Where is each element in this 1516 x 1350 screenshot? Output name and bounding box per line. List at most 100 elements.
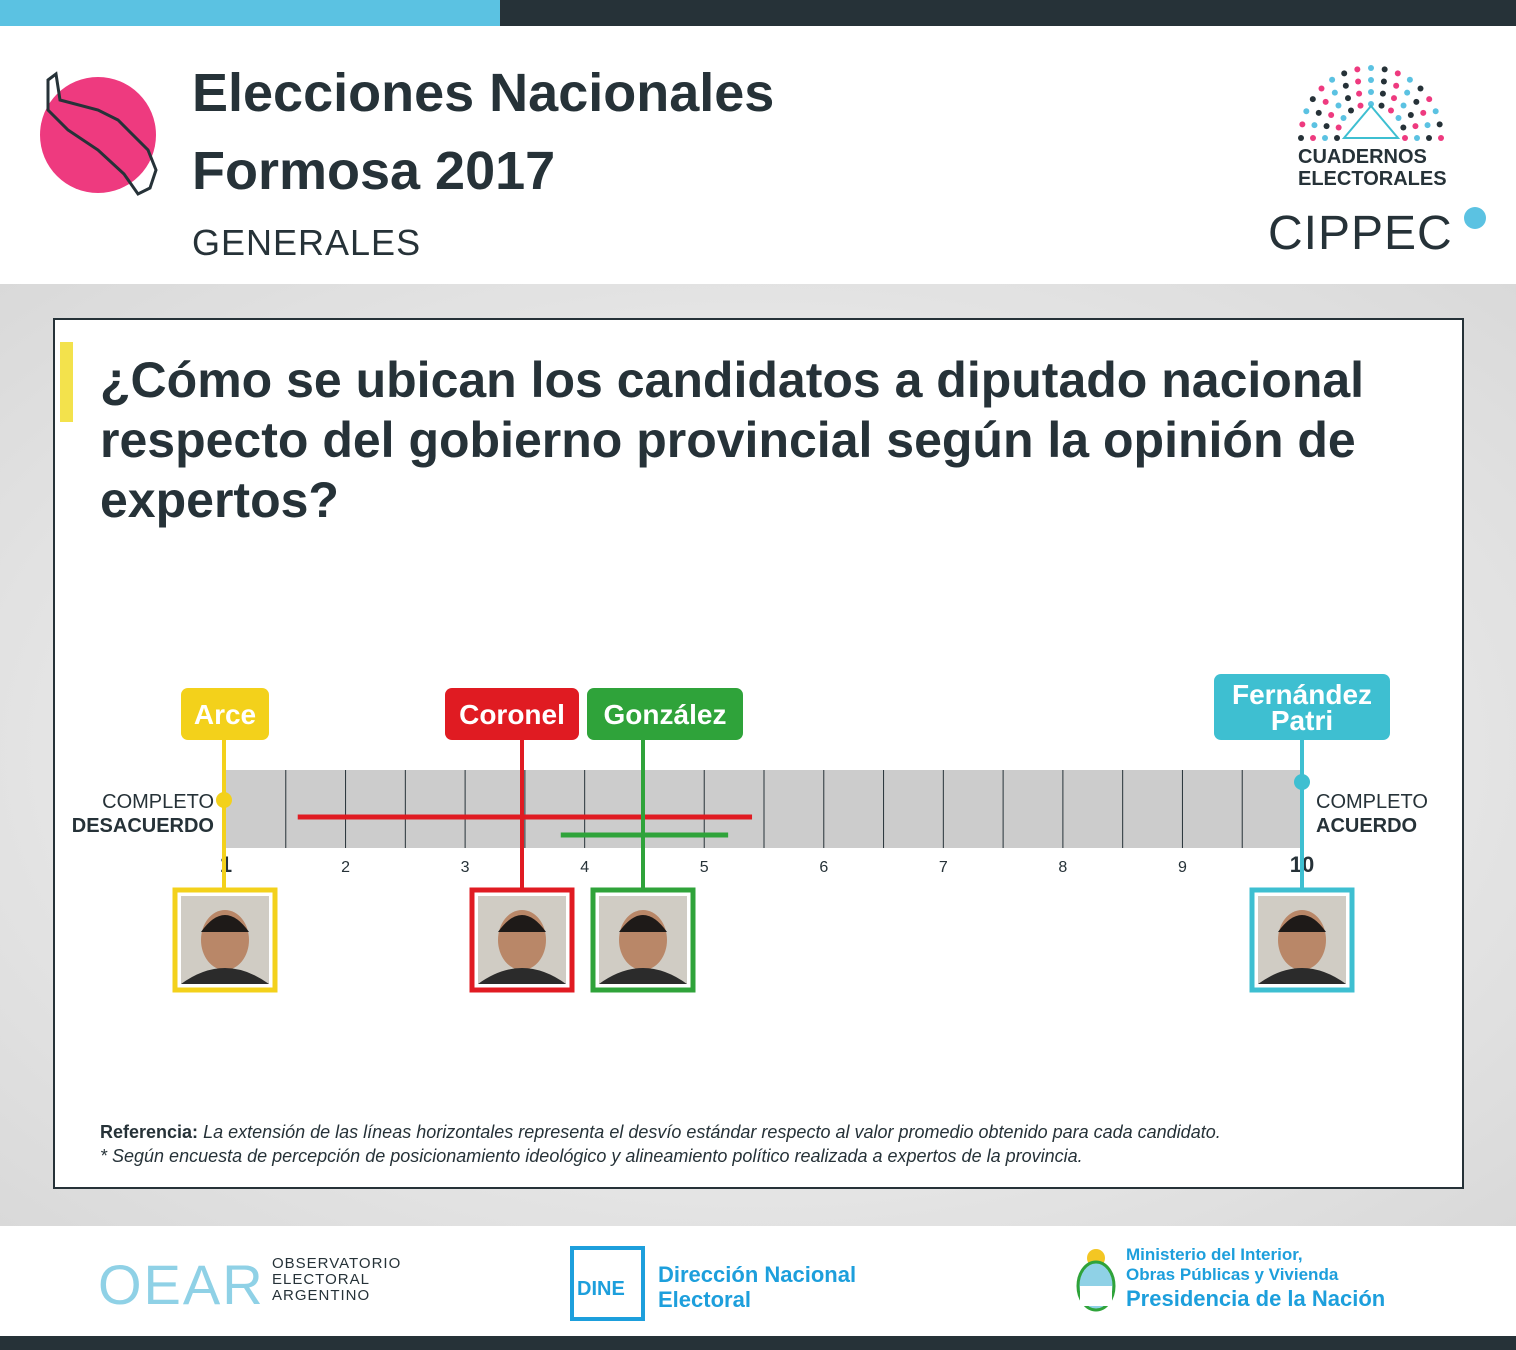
logo-dot [1412, 123, 1419, 130]
logo-dot [1380, 78, 1387, 85]
logo-dot [1315, 109, 1322, 116]
logo-dot [1322, 135, 1328, 141]
logo-dot [1328, 112, 1335, 118]
logo-dot [1348, 107, 1355, 114]
logo-dot [1424, 122, 1431, 129]
tick-label: 8 [1058, 859, 1067, 876]
logo-dot [1438, 135, 1444, 141]
brand-cippec: CIPPEC [1268, 207, 1453, 260]
brand-cuadernos: CUADERNOS ELECTORALES [1298, 146, 1447, 190]
tick-label: 4 [580, 859, 589, 876]
logo-dot [1426, 135, 1432, 141]
dine-line2: Electoral [658, 1287, 751, 1312]
bottom-bar [0, 1336, 1516, 1350]
candidate-photo-hair [201, 915, 249, 932]
chart-question: ¿Cómo se ubican los candidatos a diputad… [100, 352, 1365, 528]
logo-dot [1400, 124, 1407, 131]
candidate-photo-hair [619, 915, 667, 932]
logo-dot [1340, 115, 1347, 122]
logo-dot [1329, 76, 1336, 83]
brand-line2: ELECTORALES [1298, 168, 1447, 190]
logo-dot [1342, 82, 1349, 89]
logo-dot [1322, 98, 1329, 105]
logo-dot [1378, 102, 1385, 109]
candidate-photo-shoulders [599, 968, 687, 984]
chart-card [53, 318, 1464, 1189]
parliament-logo-icon [1298, 65, 1444, 141]
reference-text: La extensión de las líneas horizontales … [203, 1122, 1221, 1142]
logo-dot [1426, 96, 1433, 103]
logo-dot [1368, 101, 1374, 107]
logo-dot [1402, 135, 1408, 141]
national-emblem-icon [1076, 1249, 1116, 1312]
dine-logo-box [570, 1246, 645, 1321]
ministry-line2: Obras Públicas y Vivienda [1126, 1265, 1339, 1284]
dine-logo: DINE [577, 1278, 625, 1300]
logo-dot [1368, 89, 1374, 95]
logo-dot [1406, 76, 1413, 83]
candidate-photo-shoulders [478, 968, 566, 984]
top-dark-bar [500, 0, 1516, 26]
candidate-label-box [181, 688, 269, 740]
reference-footnote: * Según encuesta de percepción de posici… [100, 1146, 1083, 1166]
page-title: Elecciones Nacionales [192, 63, 775, 123]
ministry-line1: Ministerio del Interior, [1126, 1245, 1303, 1264]
oear-text: OBSERVATORIO ELECTORAL ARGENTINO [272, 1256, 401, 1304]
logo-dot [1335, 124, 1342, 131]
oear-logo: OEAR [98, 1253, 265, 1316]
axis-label-min-top: COMPLETO [102, 791, 214, 813]
dine-label: Dirección Nacional Electoral [658, 1262, 856, 1312]
tick-label: 6 [819, 859, 828, 876]
candidate-label: Arce [194, 699, 256, 730]
logo-dot [1395, 115, 1402, 122]
logo-dot [1335, 102, 1342, 109]
logo-dot [1310, 135, 1316, 141]
dine-line1: Dirección Nacional [658, 1262, 857, 1287]
reference-label: Referencia: [100, 1122, 199, 1142]
logo-dot [1391, 95, 1397, 102]
candidate-label: Coronel [459, 699, 565, 730]
axis-label-max-bottom: ACUERDO [1316, 815, 1417, 837]
axis-label-min-bottom: DESACUERDO [72, 815, 214, 837]
candidate-label: Fernández [1232, 679, 1372, 710]
page-title-line2: Formosa 2017 [192, 141, 556, 201]
logo-dot [1309, 96, 1316, 103]
logo-dot [1394, 70, 1401, 77]
footer [0, 1226, 1516, 1336]
logo-dot [1381, 66, 1388, 73]
logo-dot [1379, 90, 1386, 97]
logo-dot [1420, 109, 1427, 116]
logo-dot [1387, 107, 1394, 114]
logo-dot [1298, 135, 1304, 141]
tick-label: 2 [341, 859, 350, 876]
logo-dot [1323, 123, 1330, 130]
candidate-label-box [1214, 674, 1390, 740]
logo-dot [1393, 82, 1400, 89]
candidate-photo-hair [498, 915, 546, 932]
candidate-label: González [604, 699, 727, 730]
tick-label: 7 [939, 859, 948, 876]
ministry-label: Ministerio del Interior, Obras Públicas … [1126, 1245, 1385, 1313]
oear-line1: OBSERVATORIO [272, 1255, 402, 1272]
logo-dot [1357, 102, 1364, 109]
axis-label-max-top: COMPLETO [1316, 791, 1428, 813]
candidate-photo-shoulders [181, 968, 269, 984]
logo-dot [1318, 85, 1325, 92]
tick-label: 5 [700, 859, 709, 876]
header [0, 26, 1516, 284]
ministry-line3: Presidencia de la Nación [1126, 1286, 1386, 1311]
reference-note: Referencia: La extensión de las líneas h… [100, 1120, 1221, 1168]
logo-dot [1400, 102, 1407, 109]
title-accent [60, 342, 73, 422]
candidate-label-box [587, 688, 743, 740]
logo-dot [1303, 108, 1310, 115]
logo-dot [1417, 85, 1424, 92]
logo-dot [1368, 65, 1374, 71]
logo-dot [1368, 77, 1374, 83]
oear-line3: ARGENTINO [272, 1287, 371, 1304]
logo-dot [1432, 108, 1439, 115]
logo-dot [1404, 89, 1411, 96]
cippec-badge-icon [1464, 207, 1486, 229]
page-subtitle: GENERALES [192, 222, 422, 263]
logo-dot [1334, 135, 1340, 141]
